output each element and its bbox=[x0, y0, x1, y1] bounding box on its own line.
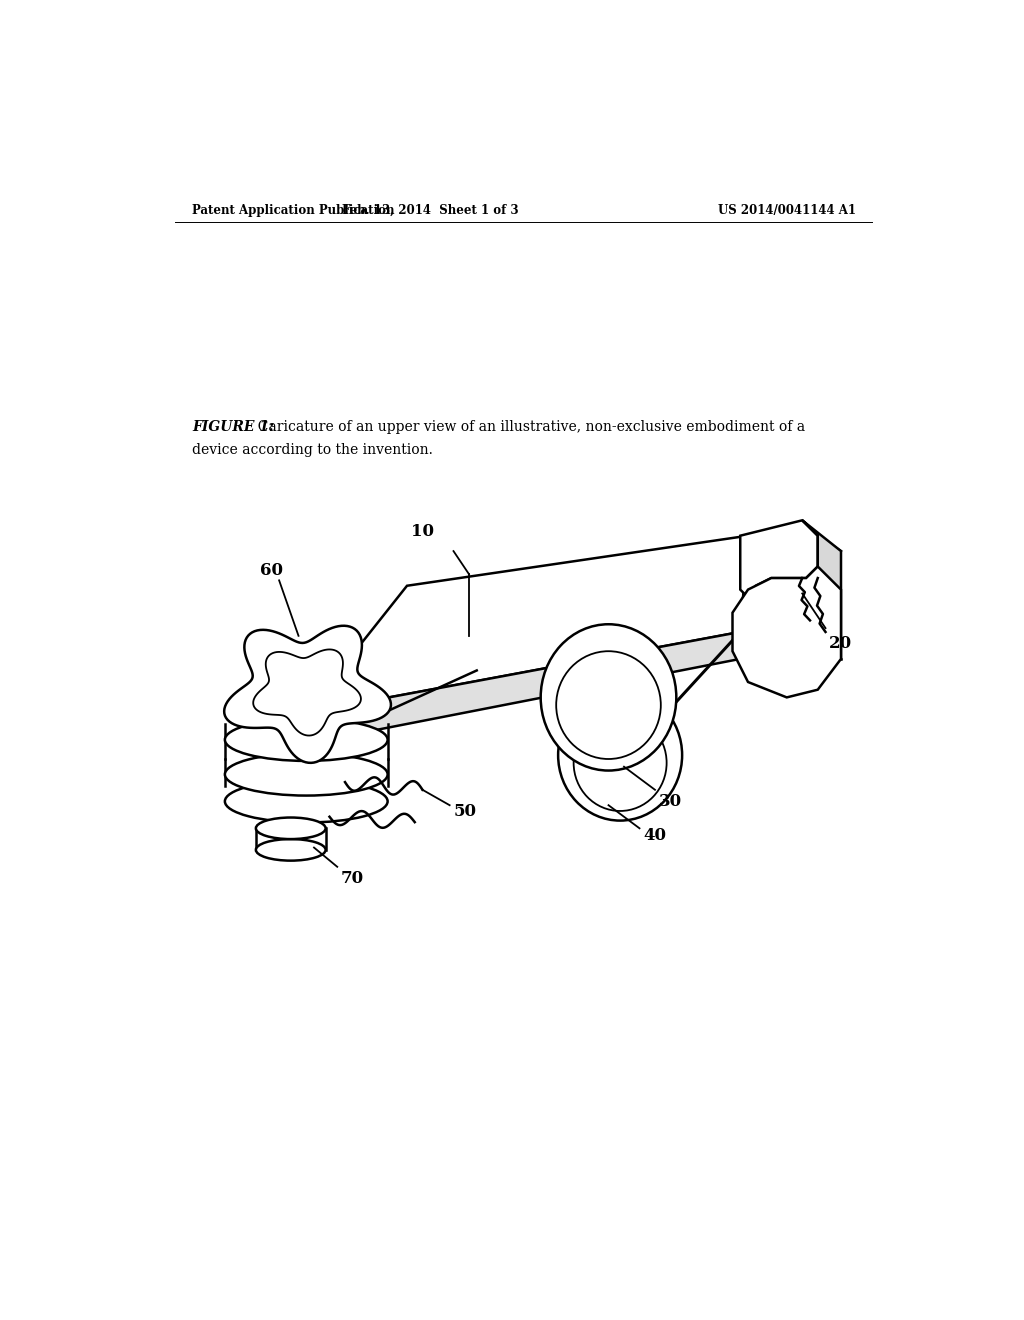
Text: US 2014/0041144 A1: US 2014/0041144 A1 bbox=[719, 205, 856, 218]
Text: 10: 10 bbox=[411, 523, 434, 540]
Ellipse shape bbox=[573, 714, 667, 810]
Ellipse shape bbox=[556, 651, 660, 759]
Text: 40: 40 bbox=[643, 828, 667, 845]
Text: Caricature of an upper view of an illustrative, non-exclusive embodiment of a: Caricature of an upper view of an illust… bbox=[249, 420, 805, 434]
Text: 70: 70 bbox=[340, 870, 364, 887]
Text: FIGURE 1:: FIGURE 1: bbox=[193, 420, 274, 434]
Polygon shape bbox=[306, 536, 748, 713]
Ellipse shape bbox=[225, 718, 388, 760]
Text: 20: 20 bbox=[829, 635, 853, 652]
Text: device according to the invention.: device according to the invention. bbox=[193, 444, 433, 457]
Ellipse shape bbox=[225, 754, 388, 796]
Ellipse shape bbox=[541, 624, 676, 771]
Text: Patent Application Publication: Patent Application Publication bbox=[193, 205, 395, 218]
Ellipse shape bbox=[256, 840, 326, 861]
Ellipse shape bbox=[256, 817, 326, 840]
Polygon shape bbox=[306, 632, 740, 743]
Text: 30: 30 bbox=[658, 793, 682, 810]
Polygon shape bbox=[740, 520, 818, 597]
Polygon shape bbox=[732, 566, 841, 697]
Text: 50: 50 bbox=[454, 803, 476, 820]
Polygon shape bbox=[224, 626, 391, 763]
Polygon shape bbox=[253, 649, 360, 735]
Ellipse shape bbox=[558, 689, 682, 821]
Polygon shape bbox=[802, 520, 841, 659]
Ellipse shape bbox=[225, 780, 388, 822]
Text: Feb. 13, 2014  Sheet 1 of 3: Feb. 13, 2014 Sheet 1 of 3 bbox=[342, 205, 518, 218]
Text: 60: 60 bbox=[260, 562, 283, 579]
